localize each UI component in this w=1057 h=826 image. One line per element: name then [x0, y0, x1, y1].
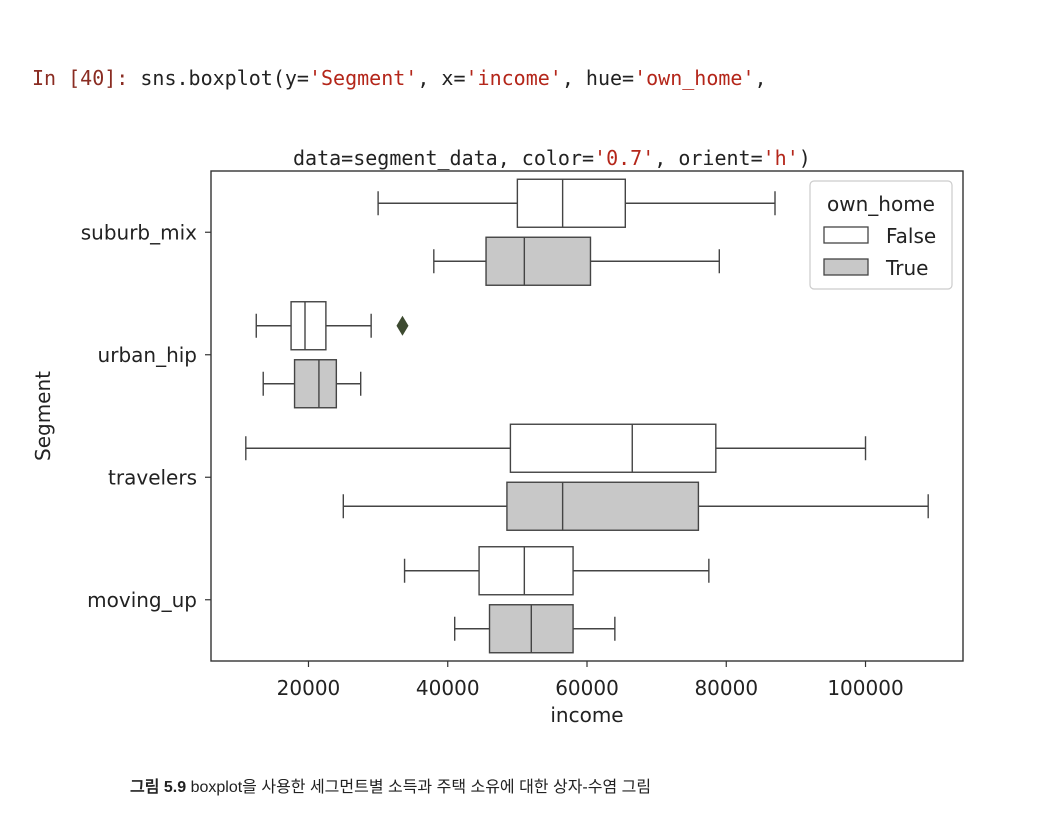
code-prompt: In [40]: [32, 66, 129, 90]
x-tick-label-20000: 20000 [277, 676, 341, 700]
line2-token-4: ) [798, 146, 811, 170]
code-line-1-content: sns.boxplot(y='Segment', x='income', hue… [128, 66, 766, 90]
legend-label-true: True [885, 256, 928, 280]
caption-text: boxplot을 사용한 세그먼트별 소득과 주택 소유에 대한 상자-수염 그… [186, 779, 652, 796]
code-line-1: In [40]: sns.boxplot(y='Segment', x='inc… [32, 62, 811, 94]
line2-token-2: , orient= [654, 146, 763, 170]
y-tick-label-suburb_mix: suburb_mix [81, 220, 197, 244]
line1-token-1: 'Segment' [308, 66, 418, 90]
boxplot-chart: suburb_mix urban_hip travelers moving_up 200… [31, 170, 964, 727]
line1-token-4: , hue= [561, 66, 635, 90]
y-tick-label-urban_hip: urban_hip [98, 343, 197, 367]
y-tick-label-moving_up: moving_up [87, 588, 197, 612]
code-line-2-content: data=segment_data, color='0.7', orient='… [293, 146, 811, 170]
x-axis-label: income [550, 703, 623, 727]
box-suburb_mix-true [485, 236, 592, 286]
legend-swatch-false [823, 226, 869, 244]
box-moving_up-false [478, 546, 574, 596]
caption-label: 그림 5.9 [130, 779, 187, 796]
x-tick-label-80000: 80000 [694, 676, 758, 700]
y-axis-label: Segment [31, 371, 55, 461]
legend-swatch-true [823, 258, 869, 276]
line1-token-3: 'income' [465, 66, 562, 90]
x-tick-label-100000: 100000 [827, 676, 903, 700]
line2-token-1: '0.7' [594, 146, 655, 170]
x-tick-label-40000: 40000 [416, 676, 480, 700]
legend-label-false: False [886, 224, 936, 248]
line1-token-6: , [754, 66, 767, 90]
box-urban_hip-true [293, 359, 338, 409]
figure-caption: 그림 5.9 boxplot을 사용한 세그먼트별 소득과 주택 소유에 대한 … [130, 773, 651, 797]
box-travelers-true [506, 481, 700, 531]
flier-urban_hip-false-0 [396, 315, 409, 336]
line1-token-2: , x= [417, 66, 466, 90]
line1-token-0: sns.boxplot(y= [128, 66, 309, 90]
box-travelers-false [509, 423, 717, 473]
code-cell: In [40]: sns.boxplot(y='Segment', x='inc… [32, 14, 811, 198]
legend-title: own_home [827, 192, 935, 216]
box-suburb_mix-false [516, 178, 626, 228]
line2-token-3: 'h' [762, 146, 799, 170]
box-urban_hip-false [290, 301, 327, 351]
y-tick-label-travelers: travelers [108, 465, 197, 489]
code-line-2: data=segment_data, color='0.7', orient='… [32, 142, 811, 174]
line1-token-5: 'own_home' [634, 66, 755, 90]
line2-token-0: data=segment_data, color= [293, 146, 595, 170]
x-tick-label-60000: 60000 [555, 676, 619, 700]
